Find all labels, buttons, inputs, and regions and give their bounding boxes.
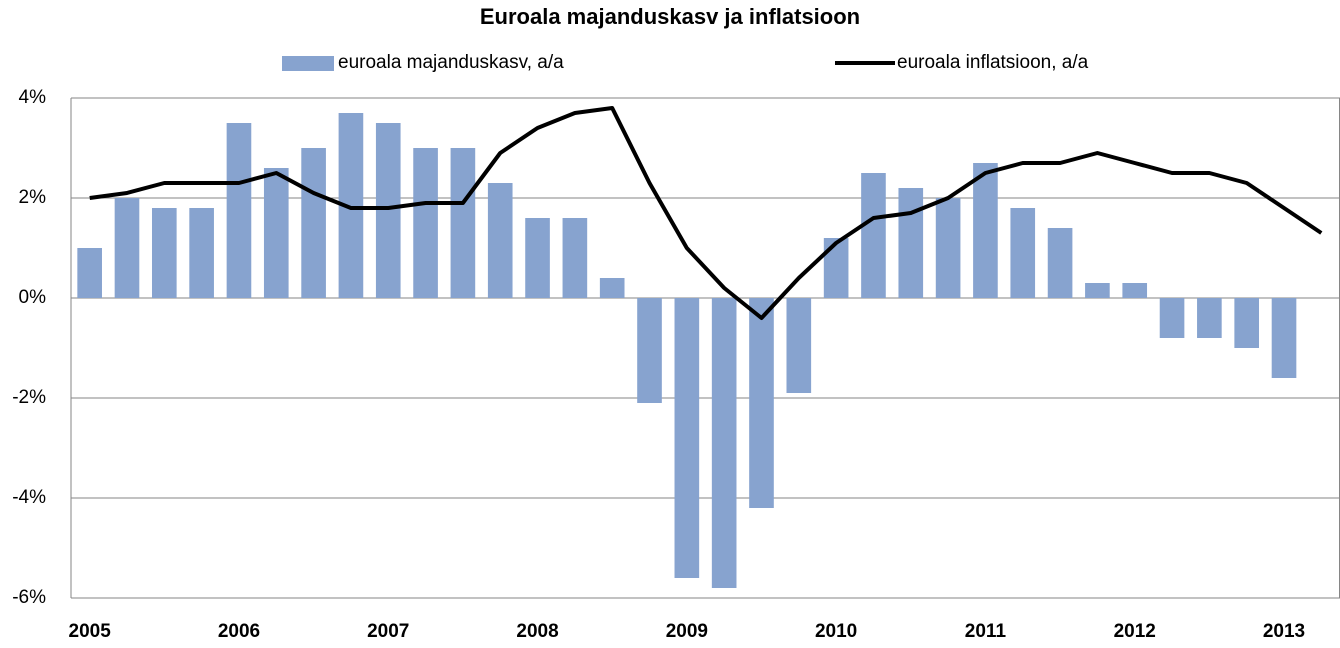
bar [114, 198, 140, 298]
bar [525, 218, 550, 298]
bar [1271, 298, 1297, 378]
x-tick-label: 2009 [666, 621, 708, 642]
y-tick-label: -6% [12, 587, 46, 608]
bar [375, 123, 401, 298]
bar [1197, 298, 1222, 338]
bar [935, 198, 961, 298]
bar [301, 148, 326, 298]
y-tick-label: -2% [12, 387, 46, 408]
legend-swatch [282, 56, 334, 71]
x-tick-label: 2012 [1114, 621, 1156, 642]
bar [189, 208, 214, 298]
bar [562, 218, 588, 298]
bar [151, 208, 177, 298]
x-tick-label: 2013 [1263, 621, 1305, 642]
x-tick-label: 2010 [815, 621, 857, 642]
y-tick-label: 4% [19, 87, 47, 108]
bar [599, 278, 625, 298]
bar [749, 298, 774, 508]
bar [711, 298, 737, 588]
bar [226, 123, 252, 298]
bar [77, 248, 102, 298]
bar [674, 298, 700, 578]
y-tick-label: 2% [19, 187, 47, 208]
bar [1159, 298, 1185, 338]
bar [1122, 283, 1148, 298]
legend-label: euroala inflatsioon, a/a [897, 52, 1089, 73]
bar [413, 148, 438, 298]
bar [637, 298, 662, 403]
y-tick-label: -4% [12, 487, 46, 508]
x-tick-label: 2006 [218, 621, 260, 642]
chart-title: Euroala majanduskasv ja inflatsioon [480, 4, 860, 29]
bar [898, 188, 924, 298]
x-tick-label: 2011 [965, 621, 1007, 642]
x-tick-label: 2005 [69, 621, 112, 642]
bar [861, 173, 886, 298]
bar [487, 183, 513, 298]
bar [1234, 298, 1260, 348]
x-tick-label: 2007 [367, 621, 409, 642]
bar [973, 163, 998, 298]
bar [263, 168, 289, 298]
bar [786, 298, 812, 393]
bar [450, 148, 476, 298]
bar [1010, 208, 1036, 298]
bar [1047, 228, 1073, 298]
bar [1085, 283, 1110, 298]
legend-label: euroala majanduskasv, a/a [338, 52, 564, 73]
y-tick-label: 0% [19, 287, 47, 308]
x-tick-label: 2008 [516, 621, 558, 642]
bar [823, 238, 849, 298]
line [89, 106, 1323, 320]
